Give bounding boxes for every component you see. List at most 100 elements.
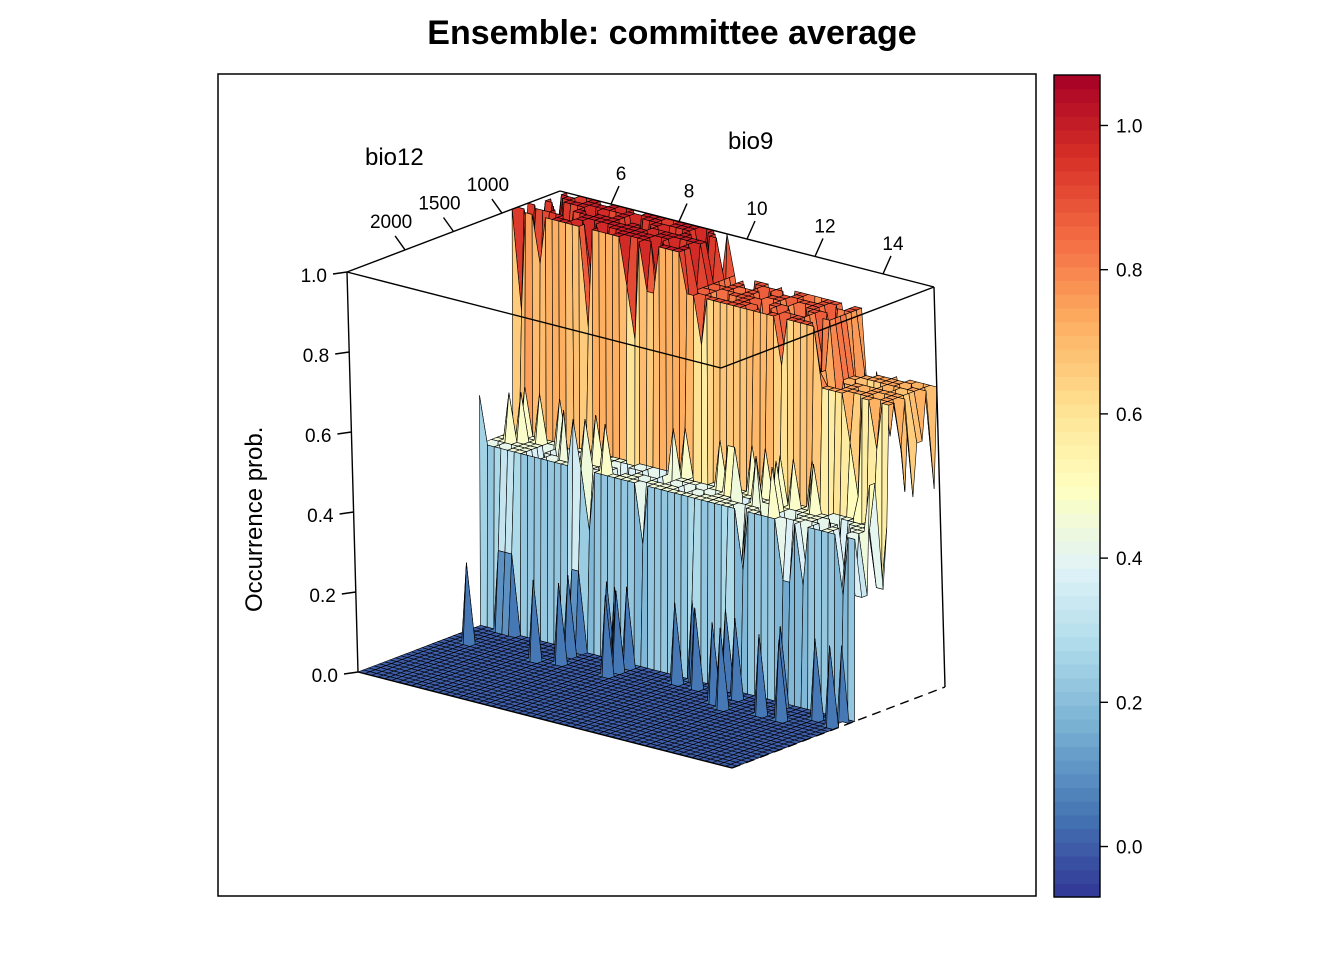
box-edge-vertical-back-right bbox=[933, 286, 946, 688]
colorbar-step-32 bbox=[1054, 444, 1100, 460]
box-edge-vertical-front-left bbox=[346, 271, 359, 673]
surface-facet-926 bbox=[680, 494, 689, 679]
y-tick-1000-label: 1000 bbox=[467, 175, 509, 196]
x-tick-6-mark bbox=[610, 185, 620, 205]
plot-panel-border bbox=[217, 73, 1037, 897]
colorbar-step-13 bbox=[1054, 705, 1100, 720]
chart-title: Ensemble: committee average bbox=[427, 14, 916, 52]
z-axis-label: Occurrence prob. bbox=[241, 427, 268, 612]
surface-facet-559 bbox=[881, 403, 890, 586]
colorbar-step-20 bbox=[1054, 609, 1100, 624]
colorbar-step-57 bbox=[1054, 102, 1100, 117]
colorbar-step-6 bbox=[1054, 801, 1100, 816]
surface-facet-896 bbox=[479, 395, 488, 628]
colorbar-step-49 bbox=[1054, 212, 1100, 227]
box-edge-bottom-right bbox=[731, 686, 946, 769]
colorbar-step-23 bbox=[1054, 568, 1100, 583]
surface-facet-524 bbox=[646, 291, 654, 468]
colorbar-step-59 bbox=[1054, 75, 1100, 90]
colorbar-step-9 bbox=[1054, 760, 1100, 775]
surface-layer bbox=[357, 192, 938, 769]
colorbar: 0.0 0.2 0.4 0.6 0.8 1.0 bbox=[1053, 74, 1143, 898]
x-tick-14-label: 14 bbox=[882, 234, 904, 255]
colorbar-step-26 bbox=[1054, 527, 1100, 542]
colorbar-step-5 bbox=[1054, 814, 1100, 830]
colorbar-step-35 bbox=[1054, 403, 1100, 419]
y-tick-1500-label: 1500 bbox=[418, 194, 460, 215]
z-tick-0.6-label: 0.6 bbox=[305, 426, 331, 447]
x-tick-10-label: 10 bbox=[746, 199, 767, 220]
x-tick-12-label: 12 bbox=[814, 216, 835, 237]
y-tick-2000-label: 2000 bbox=[370, 212, 412, 233]
colorbar-step-50 bbox=[1054, 198, 1100, 213]
colorbar-tick-0.2-label: 0.2 bbox=[1116, 693, 1142, 714]
colorbar-step-8 bbox=[1054, 773, 1100, 788]
colorbar-step-38 bbox=[1054, 362, 1100, 377]
colorbar-step-29 bbox=[1054, 486, 1100, 501]
z-tick-0.8-mark bbox=[335, 351, 350, 355]
x-tick-14-mark bbox=[882, 255, 892, 275]
surface-facet-923 bbox=[660, 489, 669, 674]
colorbar-tick-0.8-label: 0.8 bbox=[1116, 261, 1142, 282]
colorbar-step-47 bbox=[1054, 239, 1100, 254]
z-tick-0.8-label: 0.8 bbox=[303, 346, 329, 367]
box-edge-bottom-front bbox=[357, 671, 733, 769]
surface-facet-509 bbox=[545, 217, 554, 442]
surface-facet-538 bbox=[739, 307, 748, 492]
surface-facet-905 bbox=[540, 458, 548, 643]
colorbar-step-31 bbox=[1054, 458, 1100, 473]
colorbar-step-53 bbox=[1054, 157, 1100, 172]
colorbar-step-51 bbox=[1054, 184, 1100, 199]
surface-facet-518 bbox=[605, 232, 614, 458]
colorbar-step-11 bbox=[1054, 732, 1100, 747]
colorbar-step-24 bbox=[1054, 554, 1100, 569]
colorbar-step-33 bbox=[1054, 431, 1100, 446]
colorbar-step-58 bbox=[1054, 88, 1100, 103]
colorbar-step-44 bbox=[1054, 280, 1100, 295]
x-tick-8-label: 8 bbox=[684, 182, 695, 203]
surface-facet-939 bbox=[767, 516, 776, 702]
surface-facet-1291 bbox=[462, 562, 476, 647]
colorbar-tick-0.0-label: 0.0 bbox=[1116, 838, 1142, 859]
colorbar-step-41 bbox=[1054, 321, 1100, 336]
z-tick-1.0-label: 1.0 bbox=[301, 266, 327, 287]
colorbar-step-36 bbox=[1054, 390, 1100, 405]
colorbar-step-45 bbox=[1054, 266, 1100, 282]
colorbar-step-34 bbox=[1054, 417, 1100, 432]
colorbar-step-43 bbox=[1054, 294, 1100, 309]
colorbar-step-14 bbox=[1054, 691, 1100, 706]
surface-facet-547 bbox=[799, 322, 808, 508]
surface-facet-913 bbox=[593, 472, 602, 657]
x-tick-10-mark bbox=[746, 220, 756, 240]
colorbar-step-27 bbox=[1054, 513, 1100, 528]
colorbar-tick-1.0-label: 1.0 bbox=[1116, 116, 1142, 137]
surface-facet-897 bbox=[486, 444, 495, 630]
colorbar-step-17 bbox=[1054, 650, 1100, 665]
colorbar-step-1 bbox=[1054, 869, 1100, 884]
colorbar-step-18 bbox=[1054, 636, 1100, 651]
colorbar-step-54 bbox=[1054, 143, 1100, 158]
y-tick-2000-mark bbox=[394, 235, 406, 251]
y-tick-1500-mark bbox=[442, 217, 455, 232]
colorbar-step-37 bbox=[1054, 376, 1100, 391]
colorbar-step-56 bbox=[1054, 116, 1100, 131]
y-axis-label: bio12 bbox=[365, 144, 424, 171]
z-tick-1.0-mark bbox=[332, 271, 348, 275]
surface-facet-517 bbox=[598, 231, 607, 456]
surface-facet-922 bbox=[653, 487, 662, 673]
colorbar-tick-0.6-label: 0.6 bbox=[1116, 405, 1142, 426]
axis-layer: bio9 bio12 Occurrence prob. 6 8 10 12 14 1000… bbox=[241, 128, 904, 687]
x-tick-8-mark bbox=[678, 203, 688, 222]
colorbar-step-52 bbox=[1054, 170, 1100, 186]
surface-facet-929 bbox=[700, 499, 709, 685]
surface-facet-951 bbox=[847, 537, 856, 722]
colorbar-step-15 bbox=[1054, 677, 1100, 693]
x-tick-6-label: 6 bbox=[616, 164, 627, 185]
z-tick-0.4-mark bbox=[339, 511, 354, 515]
colorbar-step-48 bbox=[1054, 225, 1100, 240]
surface-facet-906 bbox=[546, 460, 555, 645]
colorbar-step-0 bbox=[1054, 883, 1100, 898]
colorbar-step-40 bbox=[1054, 335, 1100, 350]
